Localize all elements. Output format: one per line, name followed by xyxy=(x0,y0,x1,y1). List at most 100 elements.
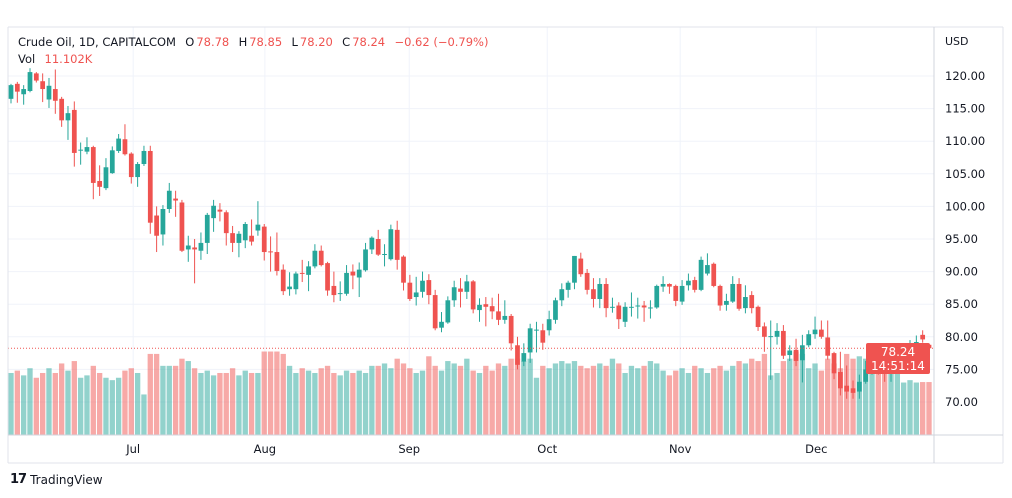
candle-body xyxy=(204,214,210,243)
volume-bar xyxy=(14,370,20,435)
tradingview-attribution[interactable]: 17 TradingView xyxy=(10,472,103,487)
volume-bar xyxy=(495,363,502,435)
candle-body xyxy=(831,353,837,374)
volume-bar xyxy=(109,380,115,435)
volume-bar xyxy=(8,372,14,435)
candle-body xyxy=(578,258,584,275)
candle-body xyxy=(230,233,235,243)
volume-bar xyxy=(426,356,432,435)
volume-bar xyxy=(375,365,381,435)
time-tick-label: Oct xyxy=(537,442,557,456)
candle-body xyxy=(641,305,647,308)
price-axis[interactable]: 120.00 115.00 110.00 105.00 100.00 95.00 90.00… xyxy=(945,69,985,409)
candle-body xyxy=(724,300,729,305)
volume-bar xyxy=(229,368,236,435)
volume-bar xyxy=(926,382,932,435)
candle-body xyxy=(458,288,463,292)
volume-bar xyxy=(451,363,457,435)
last-price-tag: 78.24 14:51:14 xyxy=(866,343,930,374)
volume-bar xyxy=(20,375,27,435)
volume-bar xyxy=(508,358,514,435)
candle-body xyxy=(812,329,818,335)
volume-bar xyxy=(27,368,33,435)
volume-bar xyxy=(673,370,679,435)
candle-body xyxy=(331,285,337,296)
volume-bar xyxy=(603,365,609,435)
volume-bar xyxy=(286,365,293,435)
volume-bar xyxy=(185,361,191,435)
candle-body xyxy=(616,305,622,320)
symbol-title[interactable]: Crude Oil, 1D, CAPITALCOM xyxy=(18,35,176,49)
volume-bar xyxy=(597,363,603,435)
price-tick-label: 85.00 xyxy=(945,297,978,311)
volume-bar xyxy=(831,363,837,435)
candle-body xyxy=(388,229,394,260)
candle-body xyxy=(185,245,191,250)
volume-bar xyxy=(533,377,540,435)
candle-body xyxy=(527,328,533,353)
volume-bar xyxy=(483,365,489,435)
volume-bar xyxy=(552,363,559,435)
candle-body xyxy=(781,330,786,356)
volume-bar xyxy=(470,370,476,435)
candle-body xyxy=(730,283,736,302)
candle-body xyxy=(439,321,444,328)
volume-bar xyxy=(780,361,787,435)
candle-body xyxy=(268,251,273,253)
candle-body xyxy=(375,239,381,255)
volume-bar xyxy=(65,370,71,435)
volume-bar xyxy=(521,361,527,435)
volume-bar xyxy=(324,365,331,435)
open-label: O xyxy=(185,35,195,49)
candle-body xyxy=(603,283,609,309)
volume-bar xyxy=(160,365,166,435)
volume-bar xyxy=(134,372,141,435)
volume-bar xyxy=(305,370,312,435)
candle-body xyxy=(242,224,248,241)
high-value: 78.85 xyxy=(249,35,283,49)
volume-bar xyxy=(489,370,495,435)
volume-bar xyxy=(584,368,590,435)
volume-bar xyxy=(318,368,324,435)
time-axis[interactable]: Jul Aug Sep Oct Nov Dec xyxy=(125,442,827,456)
candle-body xyxy=(407,282,413,299)
candle-body xyxy=(774,330,780,337)
volume-label: Vol xyxy=(18,52,36,66)
candle-body xyxy=(464,281,470,292)
high-label: H xyxy=(238,35,248,49)
volume-bar xyxy=(787,358,793,435)
candle-body xyxy=(166,190,172,210)
volume-bar xyxy=(818,370,825,435)
candle-body xyxy=(401,256,406,283)
volume-bar xyxy=(362,372,369,435)
volume-bar xyxy=(153,353,160,435)
time-tick-label: Jul xyxy=(125,442,140,456)
candle-body xyxy=(103,167,109,189)
volume-bar xyxy=(660,370,666,435)
volume-bar xyxy=(571,361,578,435)
candle-body xyxy=(698,259,704,290)
volume-bar xyxy=(476,372,483,435)
candle-body xyxy=(71,109,77,153)
volume-bar xyxy=(736,361,742,435)
price-tick-label: 90.00 xyxy=(945,265,978,279)
candle-body xyxy=(363,249,368,271)
price-tick-label: 100.00 xyxy=(945,199,985,213)
price-tick-label: 120.00 xyxy=(945,69,985,83)
volume-bar xyxy=(559,361,565,435)
bar-countdown: 14:51:14 xyxy=(871,359,925,373)
price-tick-label: 115.00 xyxy=(945,102,985,116)
candle-body xyxy=(312,250,318,267)
volume-bar xyxy=(166,365,172,435)
candle-body xyxy=(52,89,58,101)
candle-body xyxy=(743,297,748,309)
volume-bar xyxy=(267,351,274,435)
low-value: 78.20 xyxy=(299,35,333,49)
candle-body xyxy=(27,72,33,91)
volume-bar xyxy=(502,365,508,435)
volume-bar xyxy=(616,363,622,435)
candle-body xyxy=(84,147,90,152)
candle-body xyxy=(261,226,267,253)
volume-bar xyxy=(369,365,375,435)
